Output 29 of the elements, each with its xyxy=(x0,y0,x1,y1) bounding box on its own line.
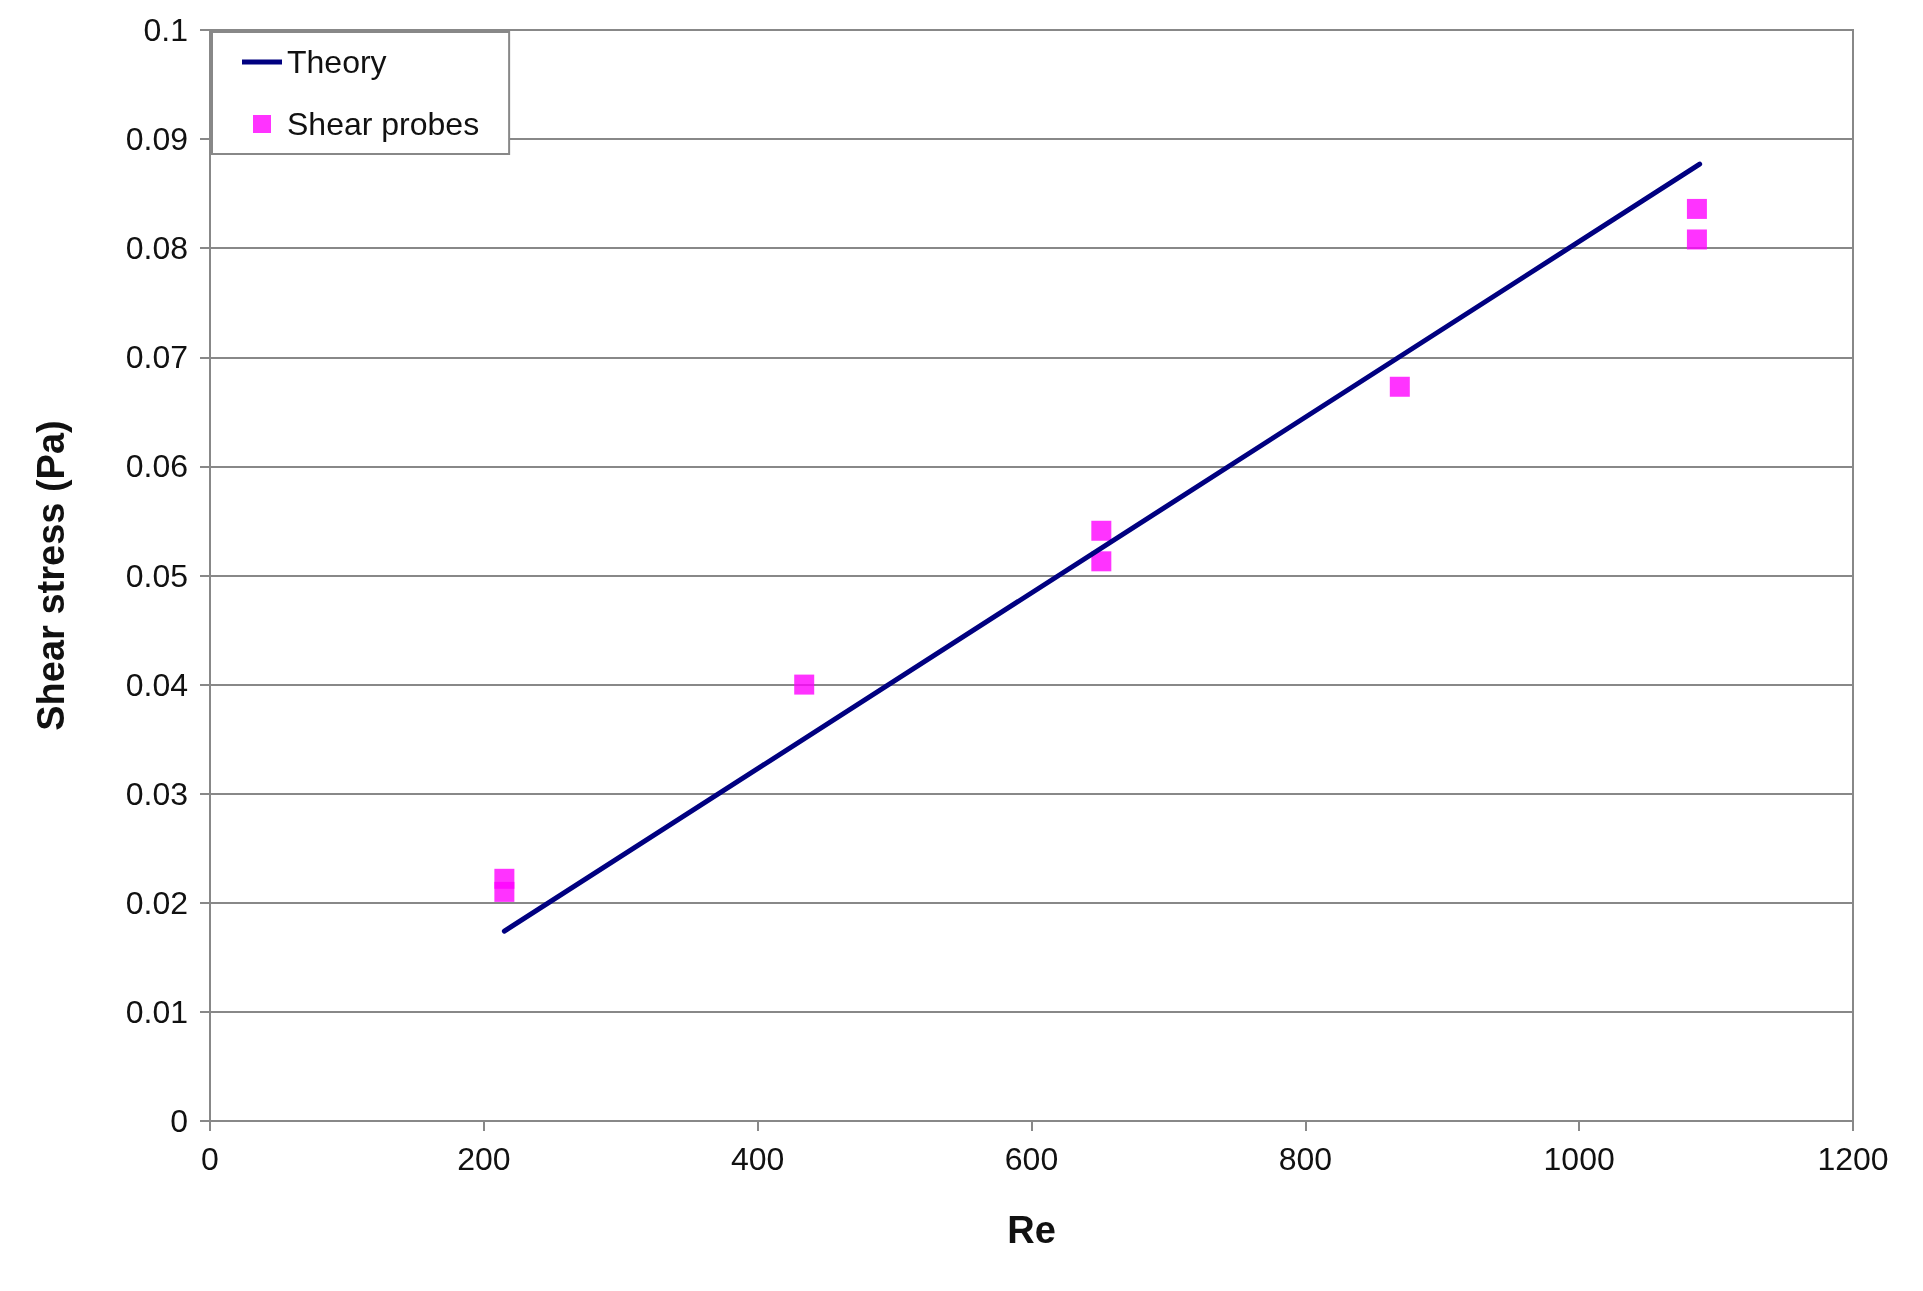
legend-label: Theory xyxy=(287,44,387,80)
x-tick-label: 1000 xyxy=(1543,1141,1615,1177)
point xyxy=(1686,198,1707,219)
y-tick-label: 0.02 xyxy=(125,884,188,921)
x-tick-label: 800 xyxy=(1278,1141,1333,1177)
y-tick-label: 0.01 xyxy=(125,993,188,1030)
x-axis-title: Re xyxy=(1007,1209,1056,1251)
point xyxy=(1091,551,1112,572)
y-tick-label: 0.07 xyxy=(125,339,188,376)
legend-label: Shear probes xyxy=(287,106,480,142)
x-tick-label: 0 xyxy=(201,1141,219,1177)
y-tick-label: 0.08 xyxy=(125,230,188,267)
y-tick-label: 0.09 xyxy=(125,121,188,158)
y-tick-label: 0 xyxy=(170,1103,188,1139)
y-tick-label: 0.04 xyxy=(125,666,188,703)
point xyxy=(1686,229,1707,250)
point xyxy=(794,674,815,695)
y-tick-label: 0.1 xyxy=(143,12,188,48)
x-tick-label: 200 xyxy=(457,1141,511,1177)
y-axis-title: Shear stress (Pa) xyxy=(30,420,72,731)
x-tick-label: 1200 xyxy=(1817,1141,1889,1177)
x-tick-label: 400 xyxy=(730,1141,785,1177)
point xyxy=(1091,520,1112,541)
point xyxy=(1389,376,1410,397)
x-tick-label: 600 xyxy=(1004,1141,1059,1177)
y-tick-label: 0.05 xyxy=(125,557,188,594)
y-tick-label: 0.03 xyxy=(125,775,188,812)
point xyxy=(494,881,515,902)
y-tick-label: 0.06 xyxy=(125,448,188,485)
